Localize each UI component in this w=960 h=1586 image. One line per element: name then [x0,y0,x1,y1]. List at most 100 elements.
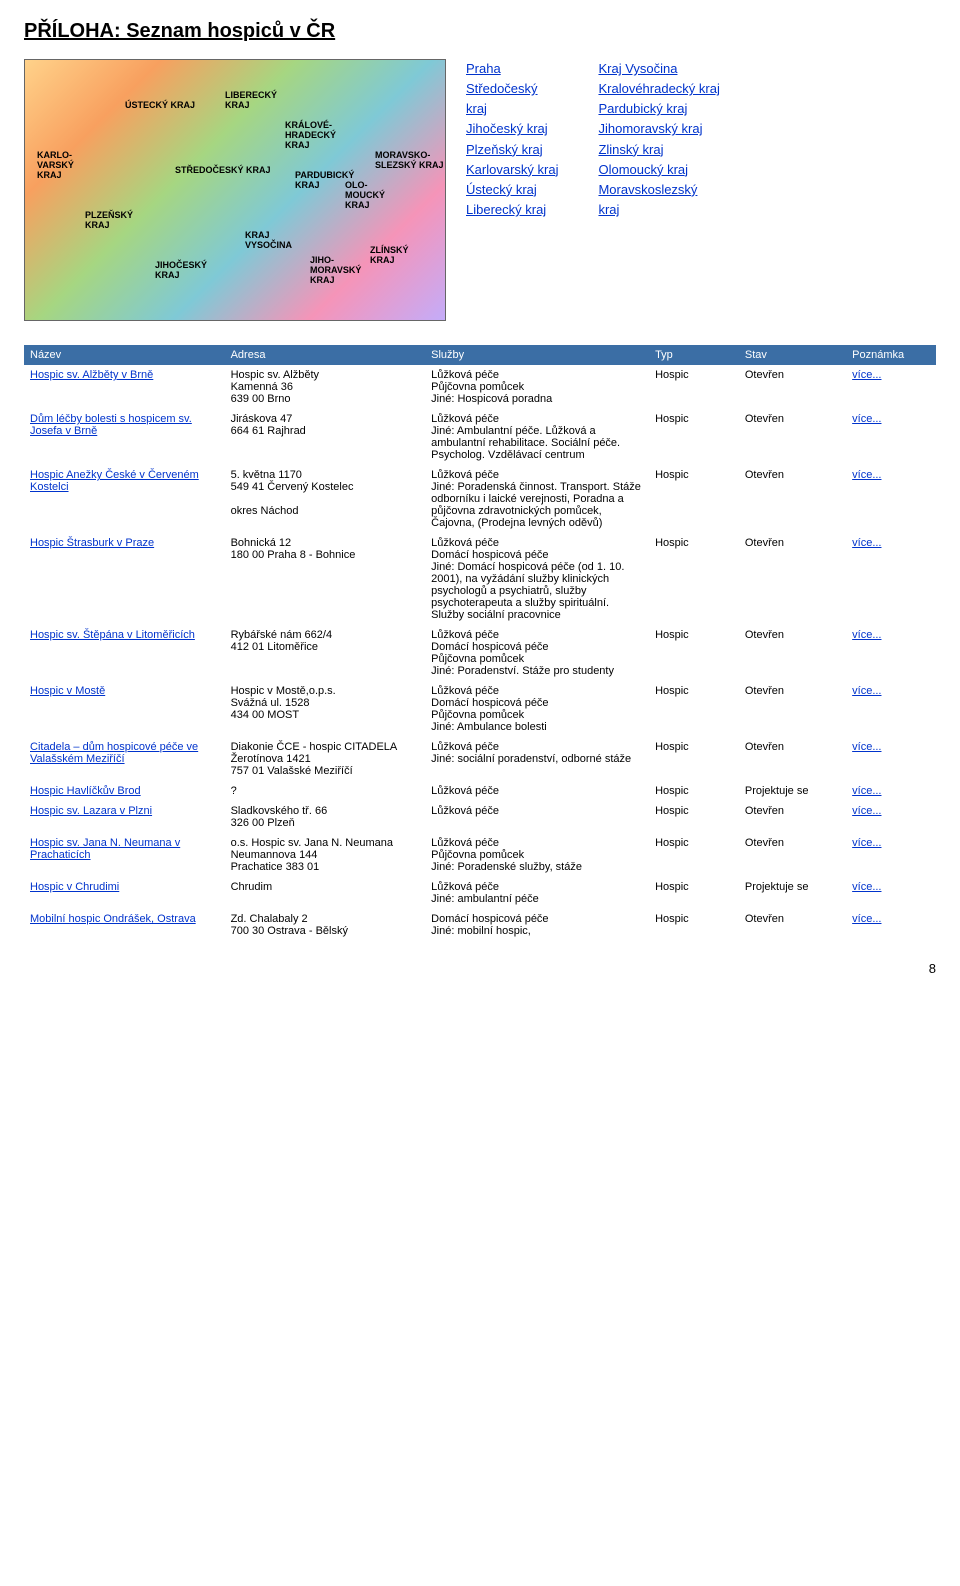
region-link[interactable]: Liberecký kraj [466,202,546,217]
map-region-label: LIBERECKÝ KRAJ [225,90,277,110]
cell-state: Otevřen [739,833,846,877]
table-header-row: Název Adresa Služby Typ Stav Poznámka [24,345,936,365]
region-col-left: Praha Středočeský kraj Jihočeský kraj Plzeňs… [466,59,558,220]
cell-services: Lůžková péče Jiné: Poradenská činnost. T… [425,465,649,533]
more-link[interactable]: více... [852,629,881,641]
cell-type: Hospic [649,625,739,681]
cell-services: Lůžková péče Půjčovna pomůcek Jiné: Hosp… [425,365,649,409]
hospic-name-link[interactable]: Hospic Štrasburk v Praze [30,537,154,549]
map-region-label: JIHOČESKÝ KRAJ [155,260,207,280]
cell-address: ? [225,781,426,801]
table-row: Hospic Anežky České v Červeném Kostelci 5… [24,465,936,533]
cell-type: Hospic [649,877,739,909]
region-link[interactable]: Jihočeský kraj [466,121,548,136]
map-region-label: KRAJ VYSOČINA [245,230,292,250]
region-link[interactable]: Středočeský [466,81,538,96]
cell-services: Lůžková péče Jiné: Ambulantní péče. Lůžk… [425,409,649,465]
region-link[interactable]: Ústecký kraj [466,182,537,197]
cell-address: Chrudim [225,877,426,909]
hospic-name-link[interactable]: Hospic Havlíčkův Brod [30,785,141,797]
more-link[interactable]: více... [852,685,881,697]
hospic-name-link[interactable]: Hospic v Chrudimi [30,881,119,893]
cell-services: Lůžková péče Půjčovna pomůcek Jiné: Pora… [425,833,649,877]
table-body: Hospic sv. Alžběty v Brně Hospic sv. Alžb… [24,365,936,941]
th-note: Poznámka [846,345,936,365]
cell-services: Lůžková péče Domácí hospicová péče Půjčo… [425,681,649,737]
region-link[interactable]: Praha [466,61,501,76]
cell-state: Otevřen [739,737,846,781]
cell-state: Otevřen [739,909,846,941]
cell-address: Sladkovského tř. 66 326 00 Plzeň [225,801,426,833]
more-link[interactable]: více... [852,913,881,925]
more-link[interactable]: více... [852,537,881,549]
more-link[interactable]: více... [852,741,881,753]
hospic-name-link[interactable]: Hospic sv. Štěpána v Litoměřicích [30,629,195,641]
th-serv: Služby [425,345,649,365]
hospic-name-link[interactable]: Hospic sv. Jana N. Neumana v Prachaticíc… [30,837,180,861]
more-link[interactable]: více... [852,785,881,797]
hospic-name-link[interactable]: Hospic Anežky České v Červeném Kostelci [30,469,199,493]
cell-services: Lůžková péče Domácí hospicová péče Jiné:… [425,533,649,625]
region-link[interactable]: Olomoucký kraj [598,162,688,177]
cell-state: Projektuje se [739,877,846,909]
th-state: Stav [739,345,846,365]
cell-address: Diakonie ČCE - hospic CITADELA Žerotínov… [225,737,426,781]
cell-type: Hospic [649,465,739,533]
cell-services: Lůžková péče [425,781,649,801]
cell-services: Lůžková péče Jiné: ambulantní péče [425,877,649,909]
cell-type: Hospic [649,781,739,801]
page-number: 8 [24,961,936,976]
region-link[interactable]: Plzeňský kraj [466,142,543,157]
table-row: Hospic sv. Alžběty v Brně Hospic sv. Alžb… [24,365,936,409]
region-link[interactable]: Jihomoravský kraj [598,121,702,136]
more-link[interactable]: více... [852,881,881,893]
cell-address: 5. května 1170 549 41 Červený Kostelec o… [225,465,426,533]
cell-type: Hospic [649,801,739,833]
hospic-name-link[interactable]: Hospic v Mostě [30,685,105,697]
region-link[interactable]: Karlovarský kraj [466,162,558,177]
table-row: Mobilní hospic Ondrášek, Ostrava Zd. Chal… [24,909,936,941]
cell-type: Hospic [649,533,739,625]
th-name: Název [24,345,225,365]
more-link[interactable]: více... [852,805,881,817]
table-row: Hospic v Chrudimi ChrudimLůžková péče Jin… [24,877,936,909]
cell-address: Bohnická 12 180 00 Praha 8 - Bohnice [225,533,426,625]
more-link[interactable]: více... [852,413,881,425]
cell-state: Otevřen [739,801,846,833]
more-link[interactable]: více... [852,369,881,381]
cell-address: Zd. Chalabaly 2 700 30 Ostrava - Bělský [225,909,426,941]
table-row: Hospic Havlíčkův Brod?Lůžková péčeHospic… [24,781,936,801]
cell-address: Hospic v Mostě,o.p.s. Svážná ul. 1528 43… [225,681,426,737]
hospic-name-link[interactable]: Mobilní hospic Ondrášek, Ostrava [30,913,196,925]
cell-state: Otevřen [739,681,846,737]
cell-type: Hospic [649,409,739,465]
region-link[interactable]: Pardubický kraj [598,101,687,116]
region-link[interactable]: Kralovéhradecký kraj [598,81,719,96]
more-link[interactable]: více... [852,469,881,481]
cell-type: Hospic [649,833,739,877]
cell-state: Otevřen [739,533,846,625]
more-link[interactable]: více... [852,837,881,849]
hospic-name-link[interactable]: Dům léčby bolesti s hospicem sv. Josefa … [30,413,192,437]
cell-state: Projektuje se [739,781,846,801]
hospic-name-link[interactable]: Citadela – dům hospicové péče ve Valašsk… [30,741,198,765]
hospic-name-link[interactable]: Hospic sv. Alžběty v Brně [30,369,153,381]
th-type: Typ [649,345,739,365]
region-link[interactable]: Zlinský kraj [598,142,663,157]
table-row: Hospic v Mostě Hospic v Mostě,o.p.s. Sváž… [24,681,936,737]
hospic-name-link[interactable]: Hospic sv. Lazara v Plzni [30,805,152,817]
th-addr: Adresa [225,345,426,365]
cell-address: o.s. Hospic sv. Jana N. Neumana Neumanno… [225,833,426,877]
table-row: Hospic sv. Štěpána v LitoměřicíchRybářsk… [24,625,936,681]
region-link[interactable]: Moravskoslezský [598,182,697,197]
cell-type: Hospic [649,909,739,941]
map-region-label: JIHO- MORAVSKÝ KRAJ [310,255,361,285]
region-link[interactable]: kraj [466,101,487,116]
cell-state: Otevřen [739,365,846,409]
region-link[interactable]: kraj [598,202,619,217]
map-region-label: PLZEŇSKÝ KRAJ [85,210,133,230]
map-region-label: ZLÍNSKÝ KRAJ [370,245,409,265]
region-link[interactable]: Kraj Vysočina [598,61,677,76]
map-region-label: KARLO- VARSKÝ KRAJ [37,150,74,180]
cell-address: Hospic sv. Alžběty Kamenná 36 639 00 Brn… [225,365,426,409]
